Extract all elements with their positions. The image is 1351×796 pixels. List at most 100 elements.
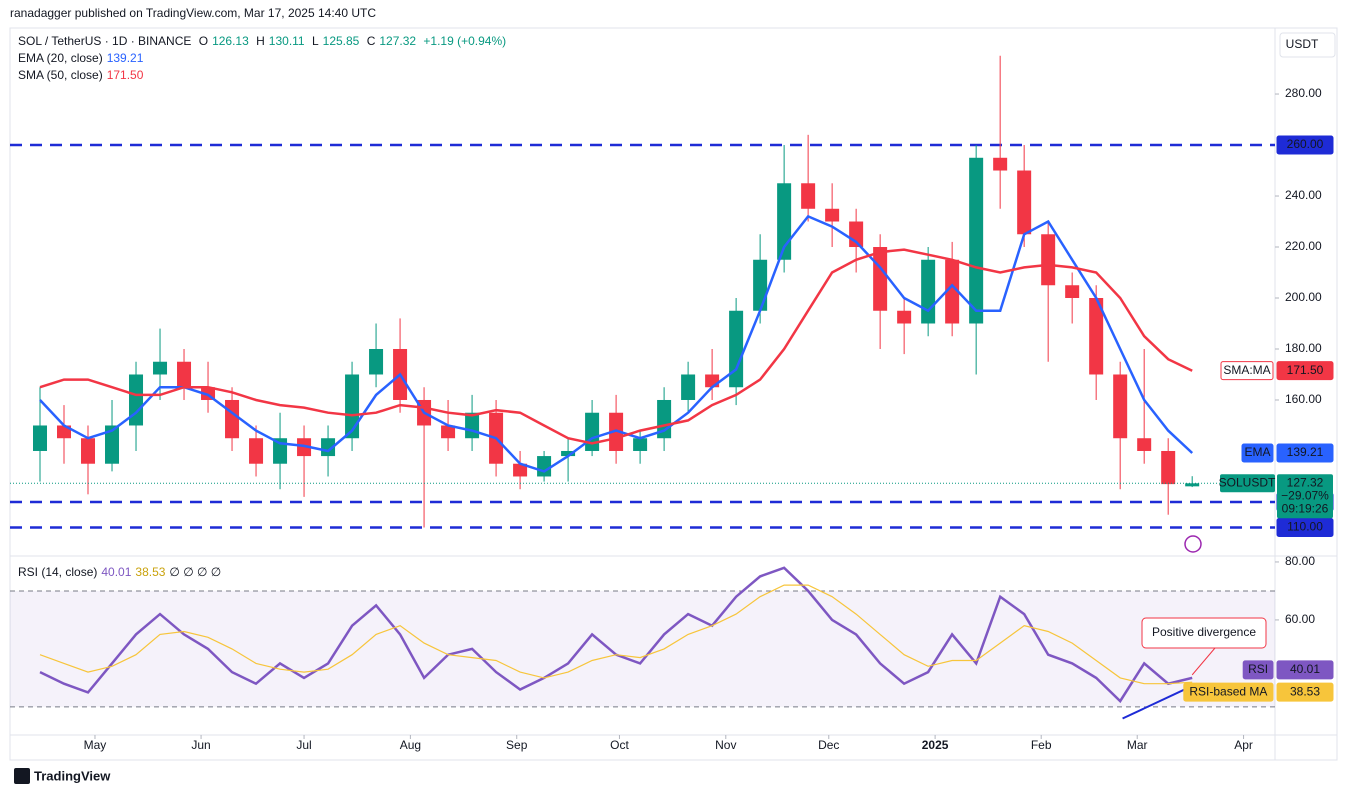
y-tick-label: 160.00 (1285, 392, 1322, 406)
current-price-box (1277, 474, 1333, 519)
candle-body (249, 438, 264, 464)
candle-body (1185, 483, 1200, 487)
x-tick-label: Aug (400, 738, 421, 752)
marker-value: 139.21 (1287, 445, 1324, 459)
candle-body (105, 425, 120, 464)
rsi-legend: RSI (14, close) 40.01 38.53 ∅ ∅ ∅ ∅ (18, 565, 225, 579)
ohlc-value: 127.32 (379, 34, 417, 48)
ohlc-label: H (256, 34, 265, 48)
current-name-box (1220, 474, 1275, 493)
candle-body (81, 438, 96, 464)
marker-name-box (1242, 660, 1274, 680)
candle-body (1113, 374, 1128, 439)
candle-body (1041, 234, 1056, 286)
marker-value-box (1276, 682, 1334, 702)
marker-value: 38.53 (1290, 684, 1320, 698)
current-price: 127.32 (1287, 475, 1324, 489)
marker-value-box (1276, 361, 1334, 381)
indicator-name[interactable]: SMA (50, close) (18, 68, 103, 82)
indicator-line (39, 214, 1194, 473)
candle-body (873, 247, 888, 311)
marker-name-box (1241, 443, 1274, 463)
indicator-name[interactable]: EMA (20, close) (18, 51, 103, 65)
y-tick-label: 60.00 (1285, 612, 1315, 626)
candle-body (1065, 285, 1080, 299)
indicator-value: 139.21 (106, 51, 144, 65)
candle-body (825, 208, 840, 222)
annotation-box (1141, 617, 1267, 649)
indicator-name[interactable]: RSI (14, close) (18, 565, 98, 579)
ema-legend: EMA (20, close) 139.21 (18, 51, 147, 65)
marker-name: SMA:MA (1223, 363, 1270, 377)
candle-body (1017, 170, 1032, 235)
countdown: 09:19:26 (1282, 501, 1329, 515)
candle-body (585, 412, 600, 451)
indicator-value: 40.01 (101, 565, 132, 579)
candle-body (753, 259, 768, 311)
y-tick-label: 200.00 (1285, 290, 1322, 304)
price-legend: SOL / TetherUS · 1D · BINANCE O 126.13 H 1… (18, 34, 510, 48)
candle-body (369, 348, 384, 375)
candle-body (321, 438, 336, 457)
marker-value: 171.50 (1287, 363, 1324, 377)
y-tick-label: 240.00 (1285, 188, 1322, 202)
x-tick-label: Oct (610, 738, 629, 752)
candle-body (561, 450, 576, 457)
candle-body (225, 399, 240, 439)
candle-body (897, 310, 912, 324)
x-tick-label: Mar (1127, 738, 1148, 752)
currency-box[interactable] (1279, 32, 1336, 58)
marker-value-box (1276, 443, 1334, 463)
current-change: −29.07% (1281, 488, 1329, 502)
marker-value-box (1276, 660, 1334, 680)
alert-icon[interactable] (1184, 535, 1202, 553)
ohlc-label: O (198, 34, 209, 48)
level-label-box (1276, 517, 1334, 537)
candle-body (345, 374, 360, 439)
candle-body (177, 361, 192, 388)
y-tick-label: 180.00 (1285, 341, 1322, 355)
marker-name-box (1183, 682, 1274, 702)
marker-name-box (1220, 361, 1274, 381)
ohlc-value: 125.85 (322, 34, 360, 48)
candle-body (1161, 450, 1176, 485)
x-tick-label: Apr (1234, 738, 1253, 752)
frame (9, 27, 1338, 761)
current-name: SOLUSDT (1219, 475, 1276, 489)
brand-logo (14, 768, 30, 784)
annotation: Positive divergence (1152, 625, 1256, 639)
marker-name: RSI-based MA (1189, 684, 1267, 698)
candle-body (33, 425, 48, 451)
candle-body (633, 438, 648, 451)
published-note: ranadagger published on TradingView.com,… (10, 6, 376, 20)
marker-name: EMA (1244, 445, 1270, 459)
candle-body (993, 157, 1008, 171)
y-tick-label: 80.00 (1285, 554, 1315, 568)
candle-body (729, 310, 744, 388)
level-label: 260.00 (1287, 137, 1324, 151)
symbol[interactable]: SOL / TetherUS · 1D · BINANCE (18, 34, 192, 48)
y-tick-label: 220.00 (1285, 239, 1322, 253)
x-tick-label: May (84, 738, 107, 752)
candle-body (129, 374, 144, 426)
ohlc-value: 126.13 (212, 34, 249, 48)
marker-name: RSI (1248, 662, 1268, 676)
candle-body (513, 463, 528, 477)
candle-body (801, 183, 816, 209)
indicator-value: 171.50 (106, 68, 144, 82)
candle-body (681, 374, 696, 400)
candle-body (945, 259, 960, 324)
x-tick-label: Dec (818, 738, 839, 752)
x-tick-label: Feb (1031, 738, 1052, 752)
sma-legend: SMA (50, close) 171.50 (18, 68, 147, 82)
level-label: 110.00 (1287, 520, 1323, 534)
rsi-band (10, 590, 1275, 707)
candle-body (921, 259, 936, 324)
ohlc-label: C (366, 34, 376, 48)
indicator-value: 38.53 (135, 565, 166, 579)
candle-body (153, 361, 168, 375)
brand: TradingView (34, 768, 111, 783)
candle-body (441, 425, 456, 439)
